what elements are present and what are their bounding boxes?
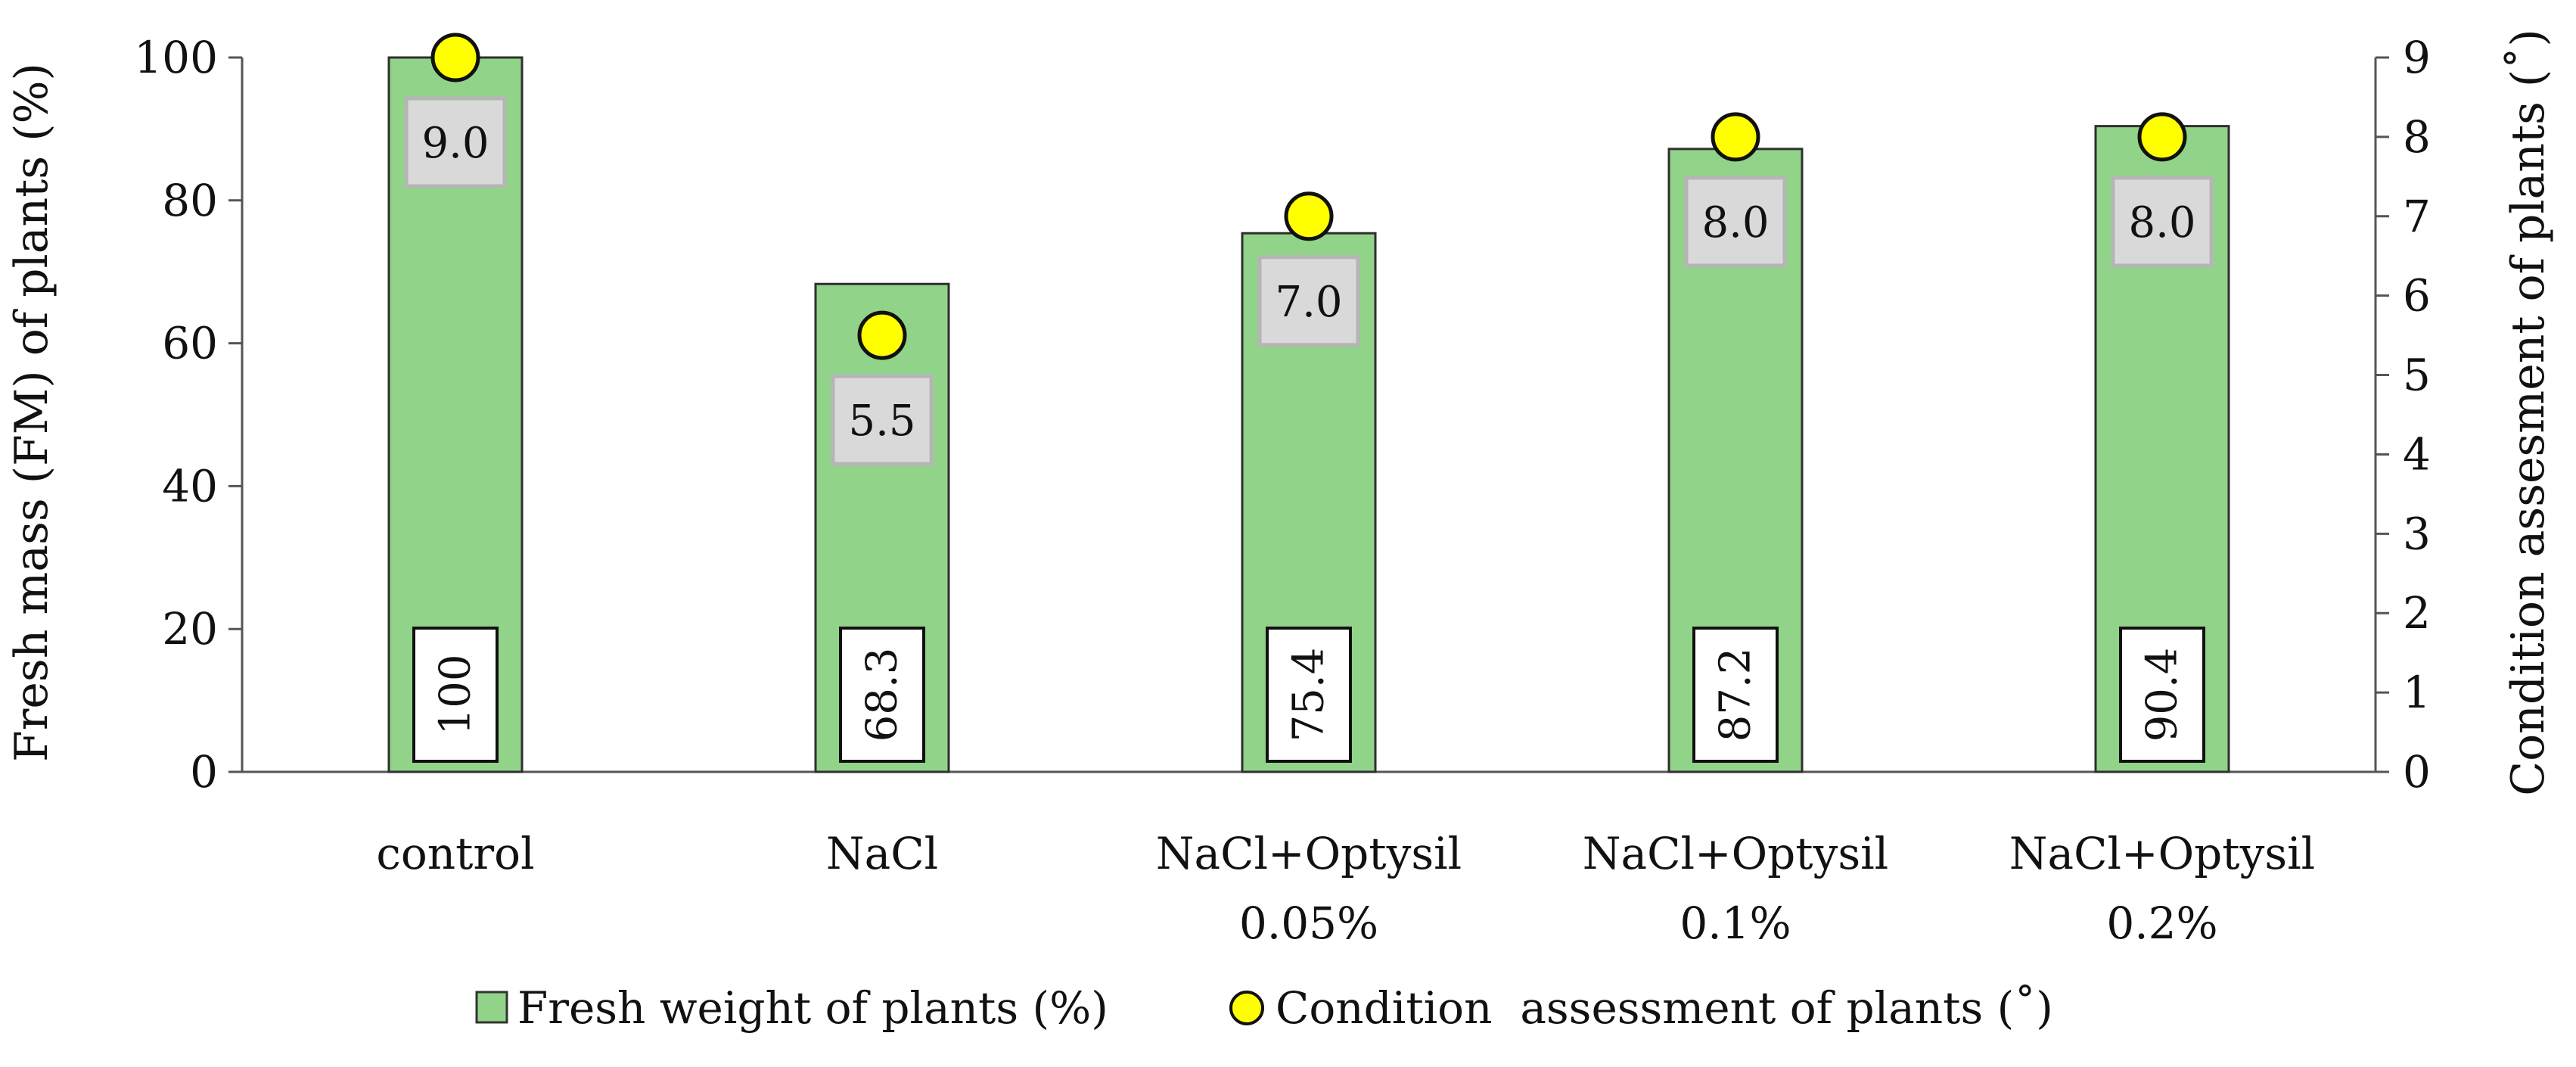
score-value-label: 8.0 [1701,198,1769,247]
y-tick-label: 40 [162,460,218,512]
bar-value-box [412,627,499,763]
category-label: NaCl+Optysil [2009,828,2315,879]
y-tick-label: 60 [162,318,218,369]
bar-value-label: 68.3 [858,648,907,742]
y2-tick-label: 5 [2403,350,2431,401]
category-labels: control NaCl NaCl+Optysil 0.05% NaCl+Optysil… [376,828,2315,949]
y-tick-label: 100 [134,32,218,83]
y2-tick-label: 7 [2403,191,2431,242]
bar-value-box [1692,627,1779,763]
score-value-labels: 9.0 5.5 7.0 8.0 8.0 [404,96,2214,466]
score-value-label: 7.0 [1275,278,1342,327]
legend-marker-label: Condition assessment of plants (˚) [1276,982,2053,1034]
score-marker [2137,112,2187,162]
category-label: 0.05% [1239,897,1378,949]
bar-value-box [1266,627,1352,763]
score-value-box [1684,176,1787,268]
legend-bar-swatch [475,991,508,1024]
bar-value-box [2119,627,2205,763]
category-label: control [376,828,534,879]
y2-tick-label: 6 [2403,270,2431,322]
score-marker [857,310,907,360]
legend-marker-swatch [1229,991,1264,1025]
bar-value-label: 100 [431,655,480,736]
category-label: NaCl [826,828,938,879]
y2-tick-label: 1 [2403,667,2431,718]
y2-tick-label: 2 [2403,587,2431,639]
score-value-label: 8.0 [2128,198,2195,247]
score-value-label: 9.0 [421,119,489,168]
y-tick-label: 20 [162,603,218,655]
category-label: 0.1% [1680,897,1791,949]
category-label: NaCl+Optysil [1156,828,1462,879]
score-marker [1284,191,1334,241]
bar-value-box [839,627,925,763]
y-axis-title: Fresh mass (FM) of plants (%) [5,63,58,762]
score-marker [1711,112,1760,162]
y-tick-label: 0 [190,746,218,798]
score-value-box [1257,255,1360,347]
legend-bar-label: Fresh weight of plants (%) [517,982,1108,1034]
score-markers [430,33,2187,360]
y2-axis-title: Condition assesment of plants (˚) [2502,29,2555,796]
bar-value-labels: 100 68.3 75.4 87.2 90.4 [412,627,2205,763]
category-label: NaCl+Optysil [1583,828,1888,879]
tick-labels: 0 20 40 60 80 100 0 1 2 3 4 5 6 7 8 9 [134,32,2431,798]
y2-tick-label: 8 [2403,111,2431,163]
bar-value-label: 75.4 [1285,648,1334,742]
bar-value-label: 90.4 [2138,648,2187,742]
score-value-label: 5.5 [848,397,915,446]
score-value-box [831,374,934,466]
score-marker [430,33,480,82]
score-value-box [2111,176,2214,268]
legend: Fresh weight of plants (%) Condition ass… [475,982,2053,1034]
y2-tick-label: 0 [2403,746,2431,798]
category-label: 0.2% [2106,897,2217,949]
y2-tick-label: 4 [2403,428,2431,480]
bar-value-label: 87.2 [1711,648,1760,742]
y2-tick-label: 3 [2403,508,2431,559]
y2-tick-label: 9 [2403,32,2431,83]
y-tick-label: 80 [162,175,218,226]
score-value-box [404,96,507,188]
